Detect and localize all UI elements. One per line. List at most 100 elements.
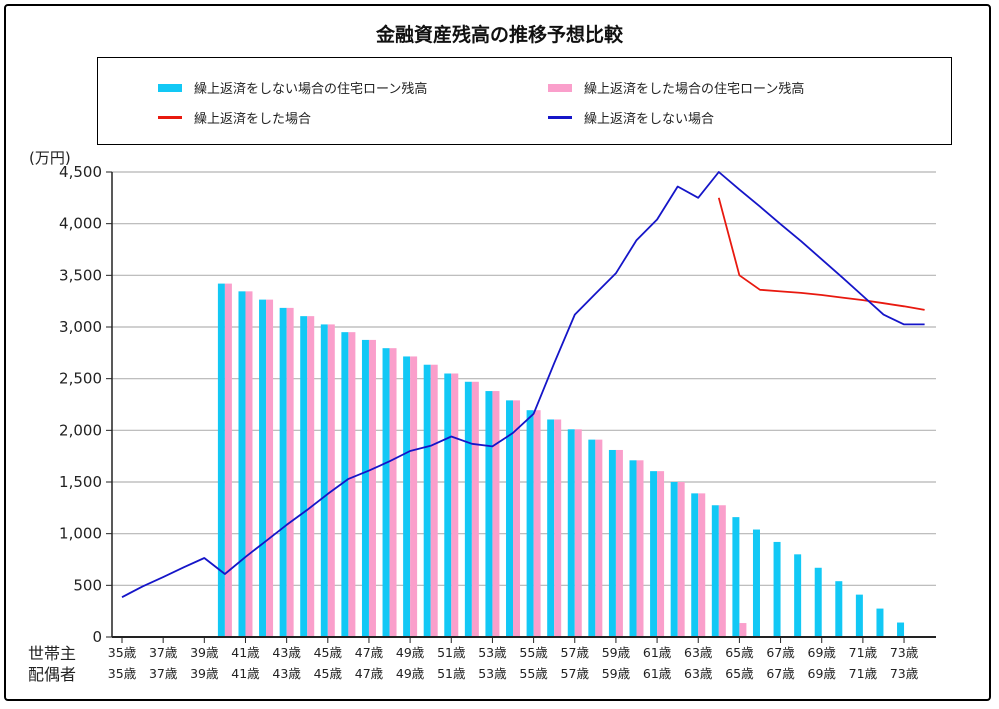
bar-no-prepay [876, 608, 884, 637]
x-tick-label-spouse: 59歳 [602, 666, 631, 681]
bar-prepay [657, 471, 665, 637]
bar-prepay [615, 449, 623, 637]
bar-no-prepay [238, 291, 246, 637]
x-tick-label-head: 49歳 [396, 645, 425, 660]
x-tick-label-head: 41歳 [231, 645, 260, 660]
x-tick-label-spouse: 51歳 [437, 666, 466, 681]
bar-prepay [574, 429, 582, 637]
bar-no-prepay [814, 567, 822, 637]
bar-no-prepay [403, 356, 411, 637]
x-tick-label-head: 59歳 [602, 645, 631, 660]
x-tick-label-head: 63歳 [684, 645, 713, 660]
x-tick-label-head: 67歳 [766, 645, 795, 660]
line-no-prepay-assets [121, 171, 925, 598]
bar-no-prepay [711, 505, 719, 637]
bar-no-prepay [506, 400, 514, 637]
bar-prepay [698, 493, 706, 637]
x-tick-label-spouse: 39歳 [190, 666, 219, 681]
x-tick-label-head: 37歳 [149, 645, 178, 660]
bar-no-prepay [320, 324, 328, 637]
bar-no-prepay [650, 471, 658, 637]
bar-prepay [554, 419, 562, 637]
x-tick-label-spouse: 53歳 [478, 666, 507, 681]
x-tick-label-spouse: 35歳 [108, 666, 137, 681]
x-tick-label-spouse: 67歳 [766, 666, 795, 681]
bar-prepay [636, 460, 644, 637]
bar-prepay [471, 381, 479, 637]
bar-prepay [286, 307, 294, 637]
bar-no-prepay [279, 307, 287, 637]
bar-prepay [718, 505, 726, 637]
x-tick-label-spouse: 45歳 [314, 666, 343, 681]
bar-prepay [224, 283, 232, 637]
bar-prepay [348, 332, 356, 637]
legend: 繰上返済をしない場合の住宅ローン残高 繰上返済をした場合の住宅ローン残高 繰上返… [97, 57, 952, 145]
bar-no-prepay [300, 316, 308, 637]
x-tick-label-spouse: 37歳 [149, 666, 178, 681]
x-tick-label-spouse: 43歳 [272, 666, 301, 681]
legend-label: 繰上返済をした場合 [194, 112, 312, 127]
y-tick-label: 4,500 [59, 163, 102, 181]
bar-prepay [368, 339, 376, 637]
bar-no-prepay [464, 381, 472, 637]
y-axis-unit: (万円) [29, 149, 71, 167]
x-tick-label-spouse: 57歳 [561, 666, 590, 681]
bar-no-prepay [567, 429, 575, 637]
x-tick-label-spouse: 69歳 [808, 666, 837, 681]
legend-item-prepay-assets: 繰上返済をした場合 [158, 108, 311, 127]
bar-no-prepay [794, 554, 802, 637]
x-tick-label-head: 51歳 [437, 645, 466, 660]
y-tick-label: 3,000 [59, 318, 102, 336]
x-tick-label-spouse: 63歳 [684, 666, 713, 681]
bar-no-prepay [361, 339, 369, 637]
bar-no-prepay [485, 391, 493, 637]
legend-swatch-red [158, 116, 182, 119]
y-tick-label: 0 [92, 628, 102, 646]
chart-title: 金融資産残高の推移予想比較 [375, 24, 623, 46]
bar-no-prepay [444, 373, 452, 637]
bar-prepay [492, 391, 500, 637]
x-tick-label-spouse: 73歳 [890, 666, 919, 681]
x-tick-label-spouse: 49歳 [396, 666, 425, 681]
bar-no-prepay [670, 482, 678, 637]
x-tick-label-spouse: 71歳 [849, 666, 878, 681]
y-tick-label: 4,000 [59, 215, 102, 233]
legend-item-no-prepay-assets: 繰上返済をしない場合 [548, 108, 714, 127]
x-tick-label-head: 43歳 [272, 645, 301, 660]
bar-prepay [245, 291, 253, 637]
bar-prepay [266, 299, 274, 637]
bar-prepay [595, 439, 603, 637]
bar-no-prepay [341, 332, 349, 637]
legend-swatch-blue [548, 116, 572, 119]
bar-no-prepay [382, 348, 390, 637]
bar-no-prepay [526, 410, 534, 637]
line-prepay-assets [717, 197, 925, 311]
bar-prepay [410, 356, 418, 637]
x-tick-label-head: 45歳 [314, 645, 343, 660]
bar-prepay [739, 623, 747, 637]
y-tick-label: 1,500 [59, 473, 102, 491]
bar-no-prepay [588, 439, 596, 637]
x-tick-label-spouse: 61歳 [643, 666, 672, 681]
x-tick-label-head: 53歳 [478, 645, 507, 660]
bar-no-prepay [259, 299, 267, 637]
x-tick-label-head: 35歳 [108, 645, 137, 660]
bar-no-prepay [547, 419, 555, 637]
bar-no-prepay [855, 594, 863, 637]
y-tick-label: 3,500 [59, 266, 102, 284]
x-tick-label-head: 55歳 [519, 645, 548, 660]
legend-label: 繰上返済をした場合の住宅ローン残高 [584, 82, 805, 97]
y-tick-label: 2,500 [59, 370, 102, 388]
x-tick-label-spouse: 47歳 [355, 666, 384, 681]
bar-prepay [327, 324, 335, 637]
row-label-head: 世帯主 [28, 644, 76, 663]
x-tick-label-spouse: 55歳 [519, 666, 548, 681]
y-tick-label: 1,000 [59, 525, 102, 543]
x-tick-label-head: 65歳 [725, 645, 754, 660]
x-tick-label-head: 61歳 [643, 645, 672, 660]
bar-prepay [389, 348, 397, 637]
x-tick-label-head: 73歳 [890, 645, 919, 660]
bar-no-prepay [773, 541, 781, 637]
bar-no-prepay [835, 581, 843, 637]
y-tick-label: 2,000 [59, 421, 102, 439]
